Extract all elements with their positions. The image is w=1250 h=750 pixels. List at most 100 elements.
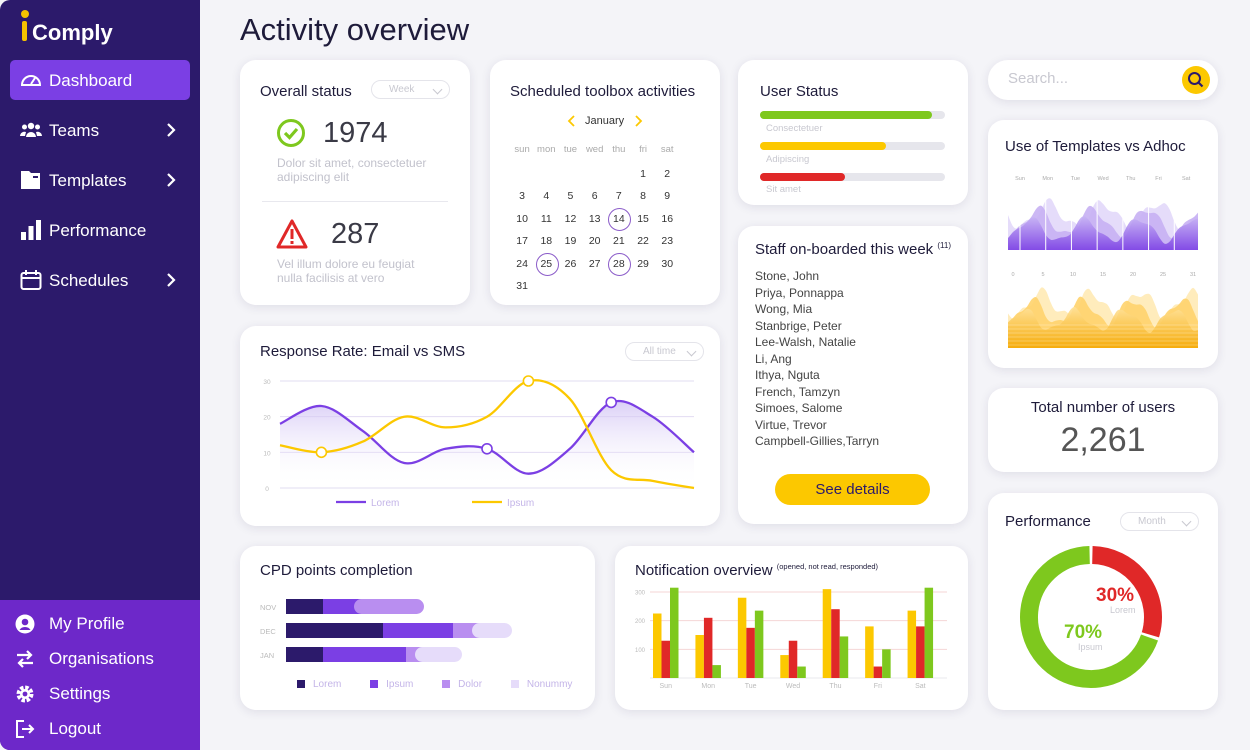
bar [780,655,789,678]
calendar-day[interactable]: 30 [661,257,674,270]
chevron-right-icon [167,123,176,137]
user-status-bar [760,111,945,119]
month-filter-dropdown[interactable]: Month [1120,512,1199,531]
chevron-left-icon[interactable] [567,115,577,127]
legend-item: Dolor [442,679,482,690]
calendar-weekday: mon [537,144,556,155]
week-filter-dropdown[interactable]: Week [371,80,450,99]
data-point [315,446,328,459]
bar [712,665,721,678]
calendar-day[interactable]: 22 [637,235,649,247]
all-time-filter-dropdown[interactable]: All time [625,342,704,361]
search-input[interactable] [1008,70,1168,87]
templates-icon [21,171,40,189]
calendar-week-row: 17 18 19 20 21 22 23 [510,230,715,253]
templates-wave-chart: Sun Mon Tue Wed Thu Fri Sat 0 5 10 15 20 25 31 [1008,175,1198,348]
wave-top-label: Tue [1071,176,1080,182]
wave-bottom-label: 31 [1190,272,1196,278]
wave-axis-labels: Sun Mon Tue Wed Thu Fri Sat 0 5 10 15 20 25 31 [1011,176,1196,278]
wave-top-label: Thu [1126,176,1135,182]
response-rate-chart: 30 20 10 0 Lorem Ipsum [263,375,695,509]
calendar-day[interactable]: 7 [615,190,622,202]
logo-mark [20,10,30,44]
staff-name: French, Tamzyn [755,384,841,399]
y-tick-label: 20 [263,415,271,422]
calendar-day[interactable]: 18 [540,235,553,247]
calendar-day[interactable]: 25 [534,252,559,276]
staff-name: Stanbrige, Peter [755,318,842,333]
calendar-day[interactable]: 19 [564,235,577,247]
calendar-day[interactable]: 26 [564,257,577,270]
user-status-bar-fill [760,142,886,150]
dashboard-icon [20,75,42,86]
calendar-day[interactable]: 12 [564,212,577,225]
user-status-bar-fill [760,173,846,181]
divider [262,201,448,202]
calendar-day[interactable]: 28 [607,252,632,276]
calendar-day[interactable]: 29 [637,257,649,270]
staff-name: Lee-Walsh, Natalie [755,335,856,349]
sidebar-item-label: Teams [49,121,100,140]
user-status-label: Adipiscing [766,154,810,165]
calendar-day[interactable]: 4 [543,190,550,202]
calendar-day[interactable]: 1 [640,167,646,180]
calendar-day[interactable]: 3 [519,190,526,202]
sidebar-item-templates[interactable]: Templates [10,160,190,200]
calendar-day[interactable]: 31 [516,280,528,292]
calendar-day[interactable]: 20 [588,235,601,247]
calendar-grid: sun mon tue wed thu fri sat 1 2 3 4 5 6 7 8 9 10 11 12 13 14… [510,140,715,298]
calendar-day[interactable]: 2 [664,167,671,180]
calendar-empty-cell [631,275,655,298]
calendar-day[interactable]: 17 [516,235,528,247]
calendar-empty-cell [607,275,631,298]
calendar-day[interactable]: 5 [567,190,574,202]
sidebar-item-logout[interactable]: Logout [15,715,195,743]
notification-bar-chart: 300 200 100 Sun Mon Tue Wed Thu Fri Sat [635,587,947,690]
bar [831,609,840,678]
sidebar-item-label: Logout [49,719,101,738]
y-tick-label: 0 [265,486,269,493]
staff-name: Campbell-Gillies,Tarryn [755,434,880,448]
calendar-day[interactable]: 24 [516,257,528,270]
calendar-empty-cell [583,275,607,298]
calendar-day[interactable]: 21 [613,235,625,247]
calendar-day[interactable]: 8 [640,190,646,202]
bar [737,597,747,678]
search-button[interactable] [1182,66,1210,94]
schedules-icon [20,270,42,290]
calendar-day[interactable]: 27 [588,257,601,270]
chevron-right-icon[interactable] [633,115,643,127]
calendar-day[interactable]: 16 [661,212,674,225]
calendar-day[interactable]: 11 [540,212,552,225]
calendar-day[interactable]: 9 [664,190,671,202]
calendar-day[interactable]: 10 [516,212,528,225]
calendar-weekday: sat [660,144,674,155]
sidebar-item-organisations[interactable]: Organisations [15,645,195,673]
legend-label: Lorem [313,679,342,690]
templates-area-series [1008,175,1198,250]
sidebar-item-settings[interactable]: Settings [15,680,195,708]
logo[interactable]: Comply [20,8,140,48]
y-tick-label: 300 [635,591,646,597]
bar-segment [383,623,453,638]
red-label: Lorem [1110,605,1136,615]
legend-label: Ipsum [386,679,414,690]
calendar-day[interactable]: 15 [637,212,649,225]
calendar-day[interactable]: 23 [661,235,674,247]
performance-card: Performance Month 30% Lorem 70% Ipsum [988,493,1218,710]
see-details-button[interactable]: See details [775,474,930,505]
calendar-day[interactable]: 6 [591,190,598,202]
sidebar-item-teams[interactable]: Teams [10,110,190,150]
calendar-day[interactable]: 13 [588,212,601,225]
sidebar-item-schedules[interactable]: Schedules [10,260,190,300]
bar [653,613,662,678]
ok-count: 1974 [323,117,388,149]
sidebar-item-dashboard[interactable]: Dashboard [10,60,190,100]
user-status-card: User Status Consectetuer Adipiscing Sit … [738,60,968,205]
chevron-right-icon [167,173,176,187]
sidebar-item-my-profile[interactable]: My Profile [15,610,195,638]
calendar-day[interactable]: 14 [607,207,632,231]
x-tick-label: Wed [786,683,800,690]
sidebar-item-performance[interactable]: Performance [10,210,190,250]
